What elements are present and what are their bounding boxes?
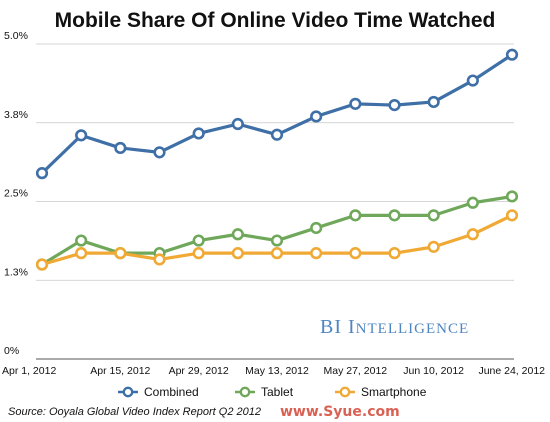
- data-point-smartphone: [427, 240, 440, 253]
- data-point-smartphone: [192, 247, 205, 260]
- data-point-combined: [505, 48, 519, 61]
- source-note: Source: Ooyala Global Video Index Report…: [8, 406, 261, 418]
- data-point-smartphone: [75, 247, 88, 260]
- data-point-tablet: [192, 234, 205, 247]
- data-point-tablet: [231, 228, 244, 241]
- data-point-smartphone: [231, 247, 244, 260]
- y-axis: 0% 1.3% 2.5% 3.8% 5.0%: [4, 30, 28, 357]
- data-point-combined: [270, 128, 284, 141]
- data-point-combined: [427, 95, 440, 109]
- legend-label: Combined: [144, 385, 199, 399]
- data-point-tablet: [75, 234, 88, 247]
- y-tick-label: 1.3%: [4, 266, 28, 278]
- data-point-smartphone: [505, 209, 519, 222]
- data-point-tablet: [349, 209, 362, 222]
- x-tick-label: Apr 15, 2012: [90, 365, 150, 377]
- legend: Combined Tablet Smartphone: [118, 385, 427, 399]
- legend-label: Tablet: [261, 385, 294, 399]
- data-point-tablet: [505, 190, 519, 203]
- x-axis: Apr 1, 2012 Apr 15, 2012 Apr 29, 2012 May 1…: [2, 365, 545, 377]
- data-point-smartphone: [466, 228, 479, 241]
- legend-marker: [122, 386, 134, 398]
- y-tick-label: 0%: [4, 345, 19, 357]
- y-tick-label: 2.5%: [4, 188, 28, 200]
- y-tick-label: 5.0%: [4, 30, 28, 42]
- data-point-smartphone: [310, 247, 323, 260]
- bi-intelligence-logo: BI INTELLIGENCE: [320, 316, 469, 338]
- series-group: [35, 48, 519, 271]
- data-point-combined: [153, 146, 166, 159]
- data-point-combined: [192, 127, 205, 140]
- x-tick-label: June 24, 2012: [478, 365, 545, 377]
- data-point-smartphone: [270, 247, 284, 260]
- data-point-tablet: [427, 209, 440, 222]
- data-point-smartphone: [349, 247, 362, 260]
- data-point-combined: [35, 167, 49, 180]
- x-tick-label: May 27, 2012: [324, 365, 388, 377]
- data-point-smartphone: [114, 247, 127, 260]
- chart-title: Mobile Share Of Online Video Time Watche…: [55, 9, 496, 32]
- x-tick-label: Apr 29, 2012: [169, 365, 229, 377]
- legend-marker: [339, 386, 351, 398]
- x-tick-label: Jun 10, 2012: [403, 365, 464, 377]
- data-point-combined: [388, 99, 401, 112]
- legend-marker: [239, 386, 251, 398]
- y-tick-label: 3.8%: [4, 109, 28, 121]
- data-point-combined: [310, 110, 323, 123]
- data-point-combined: [231, 117, 244, 131]
- data-point-smartphone: [388, 247, 401, 260]
- watermark: www.Syue.com: [280, 404, 400, 420]
- data-point-tablet: [388, 209, 401, 222]
- legend-label: Smartphone: [361, 385, 427, 399]
- data-point-combined: [349, 97, 362, 110]
- grid: [36, 43, 514, 360]
- data-point-combined: [75, 129, 88, 142]
- series-line-combined: [40, 53, 513, 175]
- data-point-smartphone: [35, 258, 49, 271]
- data-point-tablet: [310, 221, 323, 235]
- x-tick-label: May 13, 2012: [245, 365, 309, 377]
- data-point-tablet: [270, 234, 284, 247]
- data-point-smartphone: [153, 253, 166, 266]
- data-point-tablet: [466, 196, 479, 209]
- data-point-combined: [114, 141, 127, 155]
- data-point-combined: [466, 74, 479, 87]
- x-tick-label: Apr 1, 2012: [2, 365, 56, 377]
